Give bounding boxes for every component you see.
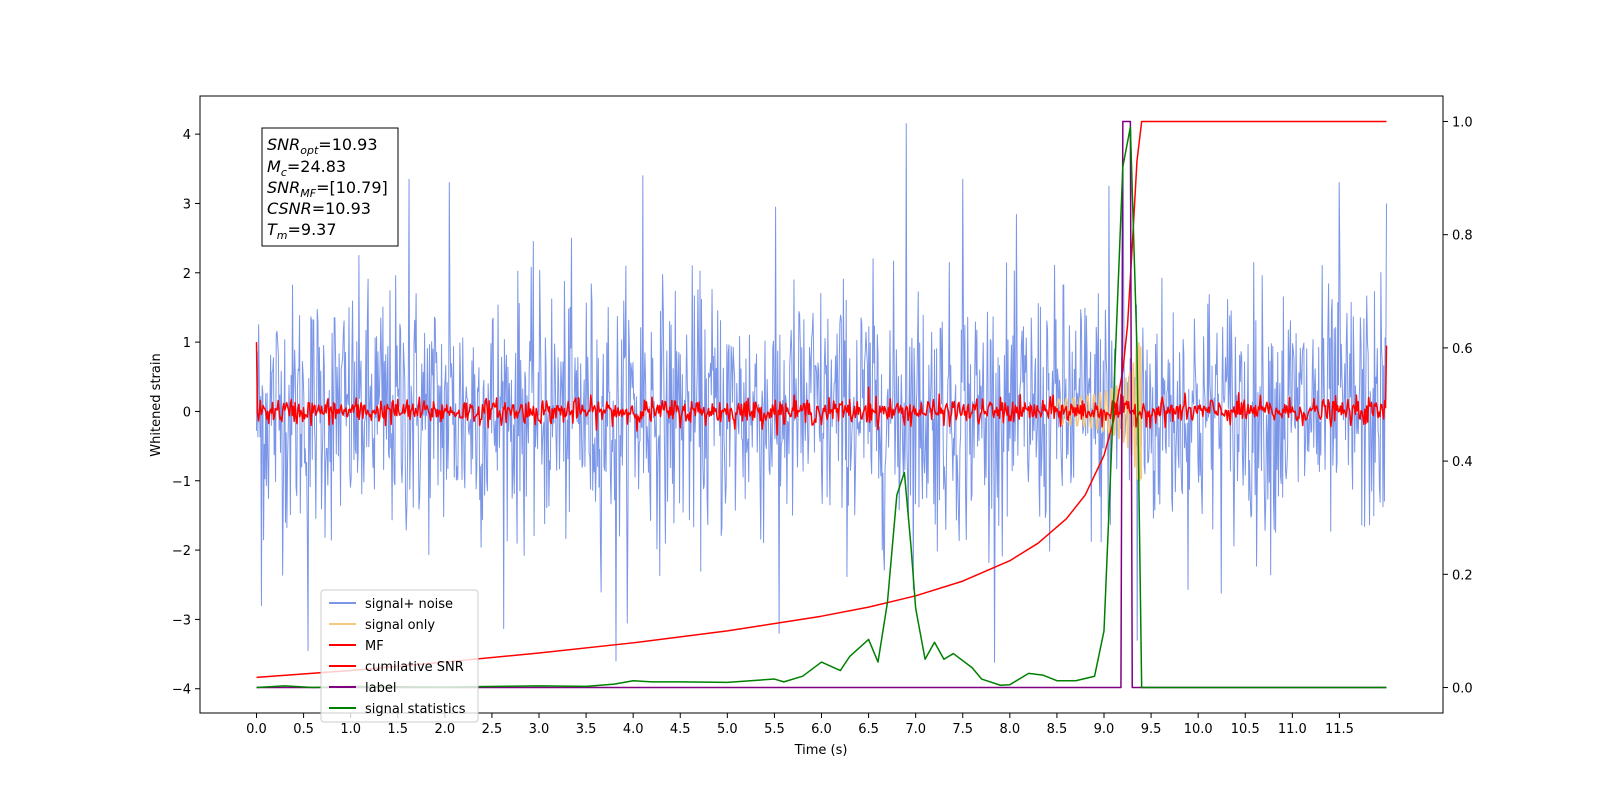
y2-tick-label: 0.4 (1452, 455, 1473, 470)
legend-item: signal statistics (329, 702, 466, 717)
legend-item: label (329, 681, 396, 696)
y-tick-label: −1 (172, 475, 191, 490)
y2-tick-label: 0.0 (1452, 682, 1473, 697)
x-tick-label: 3.5 (576, 722, 597, 737)
legend: signal+ noise signal only MF cumilative … (320, 589, 479, 723)
x-axis-label: Time (s) (794, 743, 848, 758)
x-tick-label: 5.5 (764, 722, 785, 737)
x-tick-label: 8.5 (1047, 722, 1068, 737)
x-tick-label: 9.0 (1094, 722, 1115, 737)
x-tick-label: 6.0 (811, 722, 832, 737)
legend-item: signal+ noise (329, 597, 453, 612)
x-tick-label: 4.0 (623, 722, 644, 737)
y-tick-label: −4 (172, 683, 191, 698)
y2-tick-label: 0.6 (1452, 342, 1473, 357)
info-snr-opt: SNRopt=10.93 (267, 135, 378, 157)
mf-line (255, 342, 1388, 436)
x-tick-label: 11.5 (1325, 722, 1354, 737)
x-tick-label: 11.0 (1278, 722, 1307, 737)
x-tick-label: 8.0 (999, 722, 1020, 737)
y-axis-label: Whitened strain (149, 353, 164, 456)
legend-item: cumilative SNR (329, 660, 464, 675)
signal-noise-line (256, 123, 1387, 663)
legend-label: label (365, 681, 396, 696)
legend-label: signal only (365, 618, 435, 633)
x-tick-label: 5.0 (717, 722, 738, 737)
legend-frame (320, 589, 479, 723)
x-tick-label: 2.5 (482, 722, 503, 737)
x-tick-label: 7.0 (905, 722, 926, 737)
cumulative-snr-line (256, 120, 1387, 679)
y2-ticks: 1.0 0.8 0.6 0.4 0.2 0.0 (1443, 115, 1473, 697)
legend-label: signal statistics (365, 702, 466, 717)
info-box-frame (261, 127, 399, 247)
x-tick-label: 0.0 (246, 722, 267, 737)
y2-tick-label: 0.2 (1452, 568, 1473, 583)
x-tick-label: 1.0 (340, 722, 361, 737)
x-tick-label: 6.5 (858, 722, 879, 737)
legend-label: signal+ noise (365, 597, 453, 612)
signal-only-line (1056, 342, 1143, 482)
x-tick-label: 2.0 (434, 722, 455, 737)
signal-statistics-line (256, 126, 1387, 689)
x-tick-label: 0.5 (293, 722, 314, 737)
info-box: SNRopt=10.93 Mc=24.83 SNRMF=[10.79] CSNR… (261, 127, 399, 247)
y2-tick-label: 1.0 (1452, 115, 1473, 130)
x-tick-label: 10.5 (1231, 722, 1260, 737)
legend-item: MF (329, 639, 384, 654)
x-ticks: 0.0 0.5 1.0 1.5 2.0 2.5 3.0 3.5 4.0 4.5 5.0 5.5 6.0 6… (246, 713, 1354, 737)
y-tick-label: 3 (183, 197, 191, 212)
info-mc: Mc=24.83 (267, 157, 346, 179)
info-tm: Tm=9.37 (267, 220, 337, 242)
y-ticks: 4 3 2 1 0 −1 −2 −3 −4 (172, 128, 200, 698)
legend-label: cumilative SNR (365, 660, 464, 675)
x-tick-label: 4.5 (670, 722, 691, 737)
x-tick-label: 9.5 (1141, 722, 1162, 737)
legend-item: signal only (329, 618, 435, 633)
y-tick-label: 1 (183, 336, 191, 351)
y-tick-label: 0 (183, 405, 191, 420)
x-tick-label: 7.5 (952, 722, 973, 737)
y-tick-label: 4 (183, 128, 191, 143)
y-tick-label: −2 (172, 544, 191, 559)
x-tick-label: 1.5 (387, 722, 408, 737)
y-tick-label: 2 (183, 267, 191, 282)
x-tick-label: 10.0 (1184, 722, 1213, 737)
series-layer (255, 120, 1388, 689)
y-tick-label: −3 (172, 613, 191, 628)
x-tick-label: 3.0 (529, 722, 550, 737)
info-csnr: CSNR=10.93 (267, 199, 371, 218)
legend-label: MF (365, 639, 384, 654)
info-snr-mf: SNRMF=[10.79] (267, 178, 388, 200)
y2-tick-label: 0.8 (1452, 229, 1473, 244)
